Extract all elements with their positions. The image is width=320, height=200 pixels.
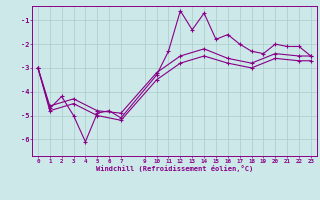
X-axis label: Windchill (Refroidissement éolien,°C): Windchill (Refroidissement éolien,°C) [96,165,253,172]
